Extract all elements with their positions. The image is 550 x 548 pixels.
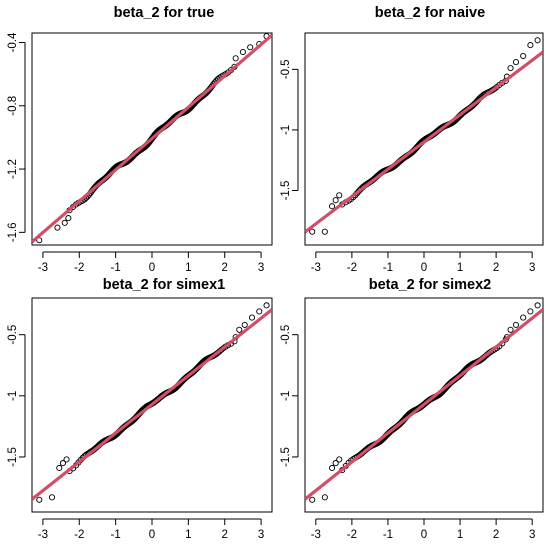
qq-point xyxy=(332,197,339,204)
x-tick-label: 3 xyxy=(529,529,535,541)
y-tick-label: -1 xyxy=(7,391,19,401)
y-tick-label: -0.8 xyxy=(7,96,19,116)
qq-point xyxy=(534,37,541,44)
qq-point xyxy=(239,48,246,56)
x-tick-label: -2 xyxy=(74,262,84,274)
x-tick-label: 0 xyxy=(421,262,427,274)
qq-point xyxy=(527,42,534,49)
data-marks xyxy=(305,37,543,235)
qq-point xyxy=(263,302,270,309)
qq-point xyxy=(56,464,63,472)
qq-point xyxy=(256,308,263,315)
x-tick-label: 1 xyxy=(185,262,191,274)
panel-title: beta_2 for simex1 xyxy=(103,277,226,293)
data-marks xyxy=(32,302,272,503)
x-tick-label: 1 xyxy=(457,262,463,274)
qq-point xyxy=(248,314,256,321)
qq-point xyxy=(328,464,336,472)
y-tick-label: -0.4 xyxy=(7,32,19,52)
x-tick-label: -3 xyxy=(311,262,321,274)
qq-point xyxy=(328,203,336,210)
qq-panel-1: beta_2 for true -3 -2 -1 0 1 2 3 -1.6 -1.2 -0.8 -0.… xyxy=(7,5,273,274)
x-tick-label: 2 xyxy=(493,262,499,274)
x-tick-label: -2 xyxy=(74,529,84,541)
qq-point xyxy=(520,52,527,60)
data-marks xyxy=(305,302,543,503)
x-tick-label: -1 xyxy=(383,529,393,541)
x-tick-label: 2 xyxy=(493,529,499,541)
qq-point xyxy=(48,494,56,501)
x-tick-label: -1 xyxy=(111,529,121,541)
x-tick-label: 0 xyxy=(149,529,155,541)
qq-point xyxy=(36,496,43,503)
qq-point xyxy=(309,228,316,235)
panel-title: beta_2 for simex2 xyxy=(369,277,492,293)
qq-point xyxy=(232,55,239,62)
qq-point xyxy=(247,44,254,51)
qq-point xyxy=(236,326,243,333)
x-tick-label: 1 xyxy=(185,529,191,541)
qq-panel-3: beta_2 for simex1 -3 -2 -1 0 1 2 3 -1.5 -1 -0.5 xyxy=(7,277,273,541)
qq-point xyxy=(332,460,339,467)
x-tick-label: 3 xyxy=(258,529,264,541)
x-tick-label: 2 xyxy=(222,529,228,541)
qq-panel-4: beta_2 for simex2 -3 -2 -1 0 1 2 3 -1.5 -1 -0.5 xyxy=(280,277,544,541)
y-tick-label: -1.5 xyxy=(280,181,292,201)
x-tick-label: 3 xyxy=(258,262,264,274)
reference-line xyxy=(305,50,543,234)
qq-point xyxy=(520,314,527,321)
qq-point xyxy=(512,59,520,66)
data-marks xyxy=(32,33,272,244)
qq-point xyxy=(336,456,343,463)
x-tick-label: -2 xyxy=(347,529,357,541)
qq-point xyxy=(65,215,72,222)
qq-point xyxy=(63,456,70,463)
y-tick-label: -1.6 xyxy=(7,222,19,242)
qq-point xyxy=(321,228,328,235)
qq-point xyxy=(507,65,514,72)
qq-panel-2: beta_2 for naive -3 -2 -1 0 1 2 3 -1.5 -1 -0.5 xyxy=(280,5,544,274)
panel-title: beta_2 for true xyxy=(114,5,215,21)
x-tick-label: 3 xyxy=(529,262,535,274)
y-tick-label: -1.5 xyxy=(7,447,19,467)
qq-point xyxy=(534,302,541,309)
plot-frame xyxy=(31,297,273,513)
x-tick-label: -3 xyxy=(38,262,48,274)
y-tick-label: -1.5 xyxy=(280,447,292,467)
qq-point xyxy=(507,326,514,333)
y-tick-label: -1 xyxy=(280,125,292,135)
qq-point xyxy=(54,224,61,231)
x-tick-label: -2 xyxy=(347,262,357,274)
plot-frame xyxy=(304,297,544,513)
x-tick-label: 1 xyxy=(457,529,463,541)
qq-point xyxy=(59,460,66,467)
qq-point xyxy=(61,219,68,226)
qq-point xyxy=(241,321,248,328)
y-tick-label: -0.5 xyxy=(7,325,19,345)
x-tick-label: 2 xyxy=(222,262,228,274)
x-tick-label: 0 xyxy=(149,262,155,274)
y-tick-label: -0.5 xyxy=(280,325,292,345)
reference-line xyxy=(305,308,543,501)
plot-frame xyxy=(304,32,544,246)
x-tick-label: -1 xyxy=(383,262,393,274)
qq-point xyxy=(309,496,316,503)
reference-line xyxy=(32,308,272,501)
x-tick-label: -1 xyxy=(111,262,121,274)
qq-point xyxy=(321,494,328,501)
x-tick-label: 0 xyxy=(421,529,427,541)
panel-title: beta_2 for naive xyxy=(375,5,485,21)
qq-point xyxy=(512,321,520,328)
plot-frame xyxy=(31,32,273,246)
y-tick-label: -1 xyxy=(280,391,292,401)
qq-point xyxy=(527,308,534,315)
x-tick-label: -3 xyxy=(38,529,48,541)
qq-point xyxy=(336,192,343,199)
y-tick-label: -1.2 xyxy=(7,159,19,179)
reference-line xyxy=(32,33,272,244)
x-tick-label: -3 xyxy=(311,529,321,541)
y-tick-label: -0.5 xyxy=(280,59,292,79)
